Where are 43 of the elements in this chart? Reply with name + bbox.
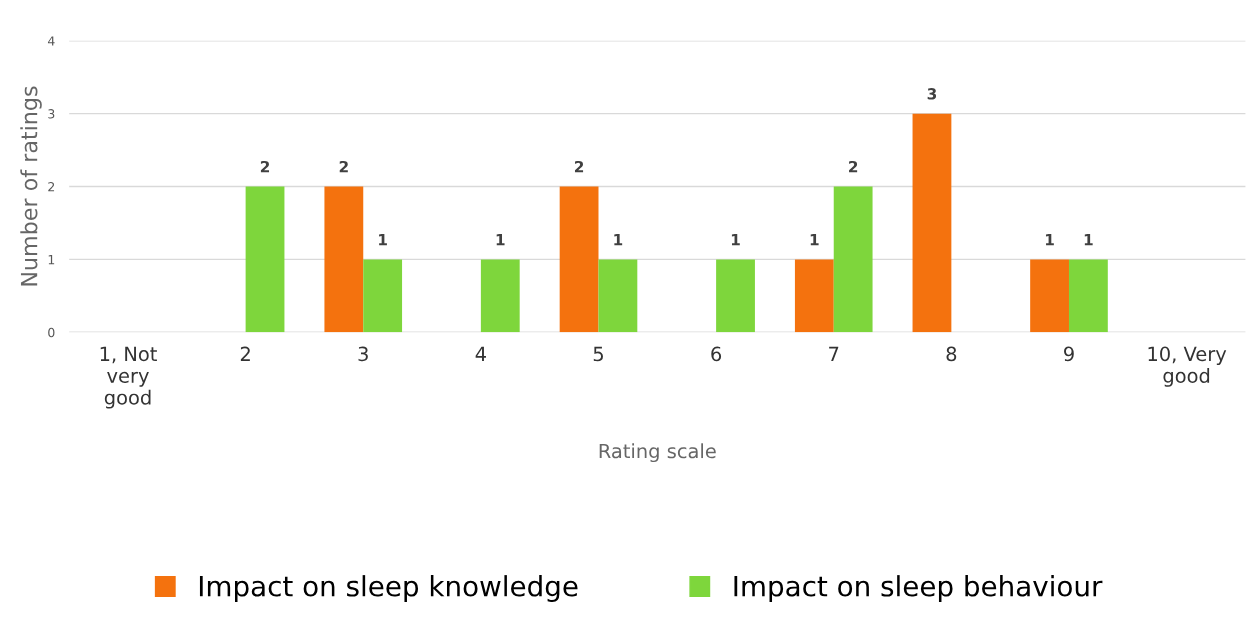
data-label: 1 bbox=[731, 233, 740, 246]
data-label: 1 bbox=[496, 233, 505, 246]
bar bbox=[1068, 259, 1108, 333]
data-label: 1 bbox=[614, 233, 623, 246]
bar bbox=[716, 259, 755, 333]
bar bbox=[833, 186, 873, 333]
y-tick-label: 2 bbox=[48, 182, 55, 192]
bar bbox=[598, 259, 638, 333]
x-tick-label: 10, Very good bbox=[1148, 346, 1227, 387]
bar bbox=[245, 186, 285, 333]
x-axis-title: Rating scale bbox=[599, 443, 716, 463]
x-tick-label: 6 bbox=[711, 346, 722, 362]
x-tick-label: 4 bbox=[475, 346, 486, 361]
bar bbox=[1030, 259, 1069, 333]
bar bbox=[363, 259, 403, 333]
x-tick-label: 8 bbox=[946, 346, 957, 362]
data-label: 2 bbox=[849, 160, 858, 173]
y-tick-label: 1 bbox=[48, 255, 55, 265]
x-tick-label: 3 bbox=[358, 346, 368, 362]
legend-label: Impact on sleep behaviour bbox=[734, 575, 1103, 602]
y-tick-label: 0 bbox=[48, 327, 55, 338]
data-label: 1 bbox=[379, 233, 387, 246]
x-tick-label: 9 bbox=[1064, 346, 1074, 362]
data-label: 1 bbox=[1084, 233, 1093, 246]
bar bbox=[480, 259, 520, 333]
x-tick-label: 2 bbox=[240, 346, 250, 361]
x-tick-label: 1, Not very good bbox=[100, 346, 157, 409]
y-tick-label: 3 bbox=[48, 109, 55, 119]
data-label: 2 bbox=[339, 160, 348, 173]
x-tick-label: 5 bbox=[593, 346, 603, 362]
bar bbox=[794, 259, 834, 333]
bar bbox=[324, 186, 364, 333]
data-label: 3 bbox=[927, 88, 937, 100]
data-label: 2 bbox=[574, 160, 584, 173]
bar bbox=[559, 186, 599, 333]
y-axis-title: Number of ratings bbox=[20, 86, 42, 286]
bar bbox=[912, 113, 952, 333]
data-label: 2 bbox=[260, 160, 270, 173]
x-tick-label: 7 bbox=[829, 346, 839, 361]
y-tick-label: 4 bbox=[47, 36, 55, 46]
data-label: 1 bbox=[1045, 233, 1054, 246]
data-label: 1 bbox=[810, 233, 819, 246]
legend-label: Impact on sleep knowledge bbox=[199, 575, 578, 602]
